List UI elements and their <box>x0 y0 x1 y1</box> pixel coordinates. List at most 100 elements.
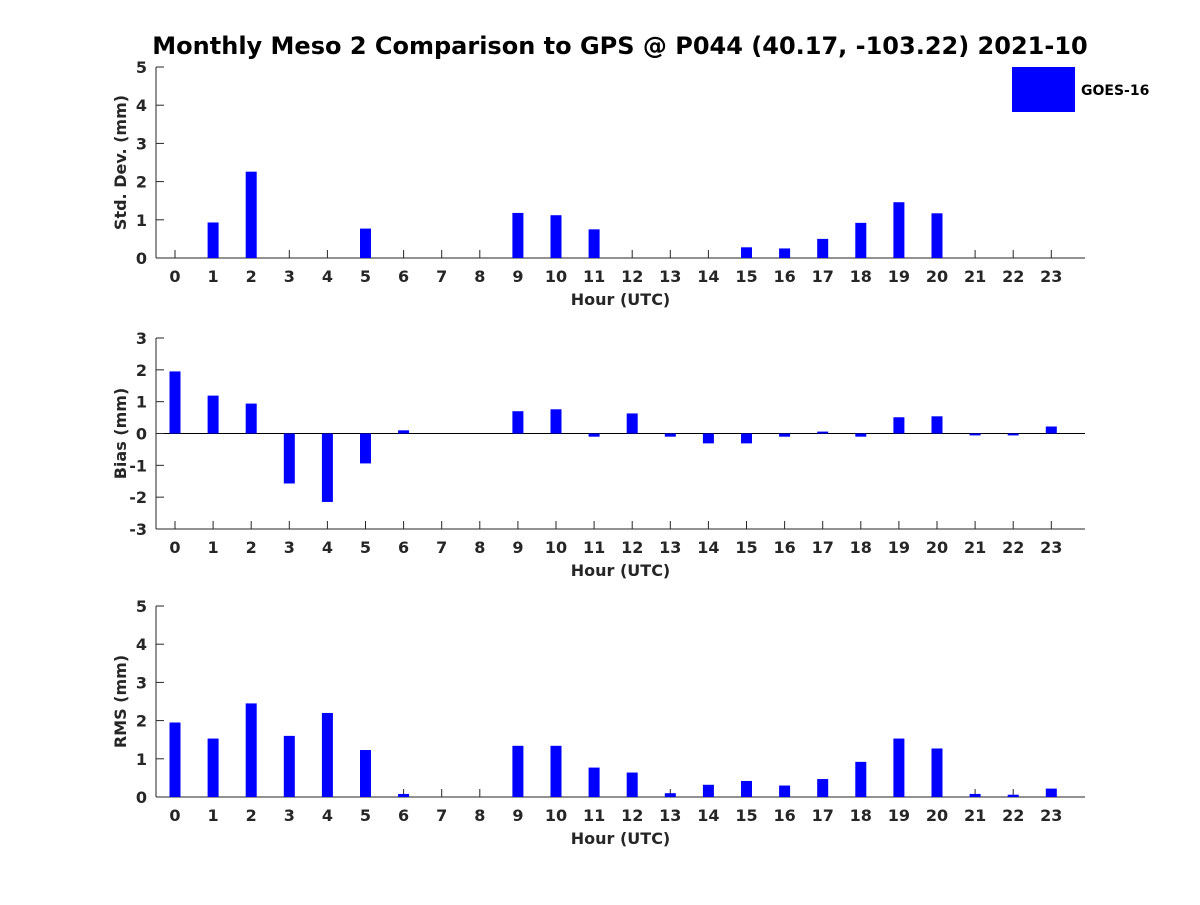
x-tick-label: 21 <box>964 267 986 286</box>
bar <box>817 238 829 258</box>
x-tick-label: 1 <box>208 806 219 825</box>
x-tick-label: 5 <box>360 538 371 557</box>
y-tick-label: 3 <box>136 673 147 692</box>
x-tick-label: 14 <box>697 806 719 825</box>
x-tick-label: 11 <box>583 267 605 286</box>
x-tick-label: 22 <box>1002 267 1024 286</box>
bar <box>550 409 562 434</box>
x-tick-label: 8 <box>474 538 485 557</box>
y-tick-label: 1 <box>136 393 147 412</box>
x-tick-label: 21 <box>964 806 986 825</box>
x-tick-label: 20 <box>926 267 948 286</box>
bar <box>931 213 943 258</box>
x-tick-label: 2 <box>246 267 257 286</box>
bar <box>398 430 410 434</box>
bar <box>855 433 867 437</box>
x-tick-label: 14 <box>697 267 719 286</box>
bar <box>360 750 371 797</box>
y-tick-label: -3 <box>129 520 147 539</box>
x-tick-label: 11 <box>583 806 605 825</box>
y-axis-label: Std. Dev. (mm) <box>111 95 130 230</box>
y-tick-label: 2 <box>136 361 147 380</box>
y-tick-label: 3 <box>136 134 147 153</box>
y-tick-label: 1 <box>136 750 147 769</box>
x-tick-label: 23 <box>1040 538 1062 557</box>
x-tick-label: 7 <box>436 267 447 286</box>
x-tick-label: 14 <box>697 538 719 557</box>
y-axis-label: Bias (mm) <box>111 388 130 480</box>
x-tick-label: 21 <box>964 538 986 557</box>
bar <box>855 222 867 258</box>
x-tick-label: 20 <box>926 538 948 557</box>
bar <box>779 433 791 437</box>
bar <box>512 411 524 434</box>
x-tick-label: 10 <box>545 538 567 557</box>
bar <box>360 433 371 464</box>
x-tick-label: 12 <box>621 267 643 286</box>
x-tick-label: 17 <box>812 267 834 286</box>
x-axis-label: Hour (UTC) <box>571 829 671 848</box>
bar <box>626 413 638 434</box>
bar <box>245 403 257 434</box>
bar <box>741 433 752 444</box>
y-tick-label: -2 <box>129 488 147 507</box>
bar <box>702 784 714 797</box>
x-tick-label: 9 <box>512 538 523 557</box>
bar <box>283 433 295 484</box>
bar <box>741 247 752 258</box>
x-tick-label: 5 <box>360 267 371 286</box>
bar <box>169 722 181 797</box>
bar <box>702 433 714 444</box>
bar <box>207 222 219 258</box>
bar <box>741 780 752 797</box>
x-tick-label: 15 <box>735 267 757 286</box>
x-axis-label: Hour (UTC) <box>571 561 671 580</box>
x-tick-label: 13 <box>659 806 681 825</box>
x-tick-label: 10 <box>545 806 567 825</box>
x-tick-label: 0 <box>169 538 180 557</box>
bar <box>588 229 600 258</box>
x-tick-label: 13 <box>659 538 681 557</box>
bar <box>283 735 295 797</box>
x-tick-label: 16 <box>773 267 795 286</box>
x-tick-label: 0 <box>169 267 180 286</box>
y-tick-label: 1 <box>136 211 147 230</box>
bar <box>664 433 676 437</box>
y-tick-label: 0 <box>136 788 147 807</box>
x-tick-label: 3 <box>284 806 295 825</box>
x-tick-label: 8 <box>474 806 485 825</box>
x-tick-label: 6 <box>398 538 409 557</box>
bar <box>855 761 867 797</box>
x-tick-label: 5 <box>360 806 371 825</box>
bar <box>207 738 219 797</box>
x-tick-label: 13 <box>659 267 681 286</box>
x-tick-label: 12 <box>621 806 643 825</box>
bar <box>207 395 219 434</box>
x-axis-label: Hour (UTC) <box>571 290 671 309</box>
bar <box>169 371 181 434</box>
bar <box>588 767 600 797</box>
bar <box>398 793 410 797</box>
x-tick-label: 18 <box>850 538 872 557</box>
x-tick-label: 22 <box>1002 806 1024 825</box>
bar <box>588 433 600 437</box>
y-tick-label: -1 <box>129 456 147 475</box>
x-tick-label: 8 <box>474 267 485 286</box>
y-tick-label: 4 <box>136 96 147 115</box>
x-tick-label: 1 <box>208 267 219 286</box>
x-tick-label: 6 <box>398 806 409 825</box>
x-tick-label: 18 <box>850 267 872 286</box>
bar <box>1007 433 1019 436</box>
bar <box>245 703 257 797</box>
bar <box>245 171 257 258</box>
bar <box>550 745 562 797</box>
legend-swatch <box>1012 67 1075 112</box>
x-tick-label: 0 <box>169 806 180 825</box>
x-tick-label: 12 <box>621 538 643 557</box>
bar <box>321 712 333 797</box>
bar <box>969 793 981 797</box>
bar <box>779 248 791 258</box>
